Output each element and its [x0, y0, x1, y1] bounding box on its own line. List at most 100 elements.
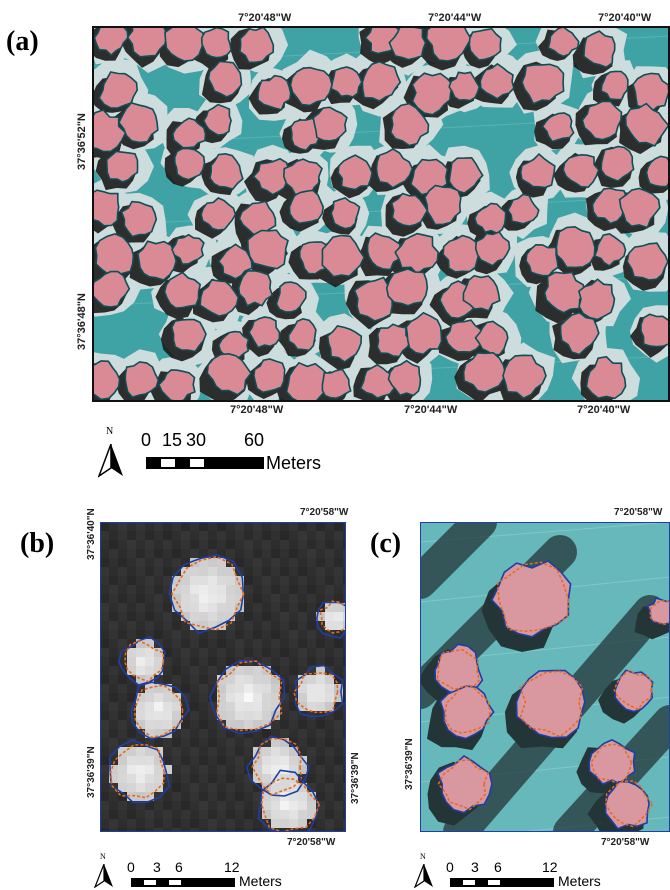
tree-crown [171, 117, 207, 149]
raster-pixel [280, 666, 289, 675]
raster-pixel [190, 522, 199, 531]
crown-outline-orange [590, 743, 633, 784]
raster-pixel [235, 702, 244, 711]
raster-pixel [199, 756, 208, 765]
raster-pixel [145, 621, 154, 630]
panel-b-scale-tick-0: 0 [127, 859, 135, 875]
raster-pixel [136, 576, 145, 585]
crown-outline-orange [133, 684, 184, 739]
raster-pixel [307, 720, 316, 729]
raster-pixel [226, 729, 235, 738]
raster-pixel [190, 810, 199, 819]
raster-pixel [100, 594, 109, 603]
raster-pixel [307, 729, 316, 738]
crown-outline-blue [245, 735, 310, 797]
raster-pixel [172, 729, 181, 738]
raster-pixel [235, 693, 244, 702]
raster-pixel [181, 765, 190, 774]
raster-pixel [163, 639, 172, 648]
raster-pixel [343, 765, 346, 774]
raster-pixel [289, 765, 298, 774]
raster-pixel [235, 549, 244, 558]
raster-pixel [235, 648, 244, 657]
tree-crown [207, 60, 243, 98]
raster-pixel [244, 747, 253, 756]
raster-pixel [127, 621, 136, 630]
raster-pixel [271, 558, 280, 567]
raster-pixel [127, 756, 136, 765]
raster-pixel [154, 720, 163, 729]
north-arrow-icon [414, 864, 433, 888]
raster-pixel [217, 765, 226, 774]
raster-pixel [235, 531, 244, 540]
raster-pixel [244, 522, 253, 531]
raster-pixel [208, 774, 217, 783]
raster-pixel [127, 567, 136, 576]
raster-pixel [307, 549, 316, 558]
raster-pixel [226, 540, 235, 549]
tree-crown [626, 242, 669, 281]
raster-pixel [226, 612, 235, 621]
panel-c-scale-tick-0: 0 [446, 859, 454, 875]
raster-pixel [343, 630, 346, 639]
raster-pixel [289, 594, 298, 603]
panel-a-top-coord-1: 7°20'48"W [238, 12, 292, 24]
raster-pixel [235, 720, 244, 729]
panel-a-label: (a) [6, 26, 39, 57]
raster-pixel [181, 549, 190, 558]
raster-pixel [343, 612, 346, 621]
raster-pixel [136, 657, 145, 666]
raster-pixel [217, 774, 226, 783]
tree-crown [583, 30, 616, 69]
raster-pixel [271, 531, 280, 540]
raster-pixel [307, 639, 316, 648]
raster-pixel [127, 774, 136, 783]
raster-pixel [109, 567, 118, 576]
raster-pixel [244, 729, 253, 738]
raster-pixel [109, 756, 118, 765]
tree-crown [117, 101, 159, 144]
raster-pixel [190, 558, 199, 567]
raster-pixel [100, 585, 109, 594]
tree-crown [385, 268, 429, 307]
raster-pixel [343, 828, 346, 832]
crown-outline-orange [124, 640, 165, 683]
raster-pixel [118, 720, 127, 729]
raster-pixel [217, 576, 226, 585]
raster-pixel [316, 720, 325, 729]
raster-pixel [154, 828, 163, 832]
raster-pixel [334, 612, 343, 621]
raster-pixel [190, 738, 199, 747]
raster-pixel [334, 801, 343, 810]
raster-pixel [334, 774, 343, 783]
raster-pixel [163, 828, 172, 832]
raster-pixel [118, 783, 127, 792]
raster-pixel [181, 585, 190, 594]
raster-pixel [190, 783, 199, 792]
raster-pixel [199, 567, 208, 576]
raster-pixel [307, 810, 316, 819]
raster-pixel [136, 792, 145, 801]
raster-pixel [118, 765, 127, 774]
raster-pixel [145, 720, 154, 729]
raster-pixel [127, 801, 136, 810]
raster-pixel [118, 567, 127, 576]
raster-pixel [163, 747, 172, 756]
raster-pixel [226, 810, 235, 819]
raster-pixel [253, 621, 262, 630]
raster-pixel [190, 747, 199, 756]
raster-pixel [181, 684, 190, 693]
raster-pixel [145, 783, 154, 792]
raster-pixel [109, 675, 118, 684]
raster-pixel [253, 693, 262, 702]
raster-pixel [271, 540, 280, 549]
raster-pixel [100, 666, 109, 675]
raster-pixel [190, 648, 199, 657]
raster-pixel [163, 684, 172, 693]
raster-pixel [145, 711, 154, 720]
raster-pixel [199, 783, 208, 792]
raster-pixel [172, 666, 181, 675]
raster-pixel [217, 630, 226, 639]
raster-pixel [271, 783, 280, 792]
raster-pixel [307, 828, 316, 832]
